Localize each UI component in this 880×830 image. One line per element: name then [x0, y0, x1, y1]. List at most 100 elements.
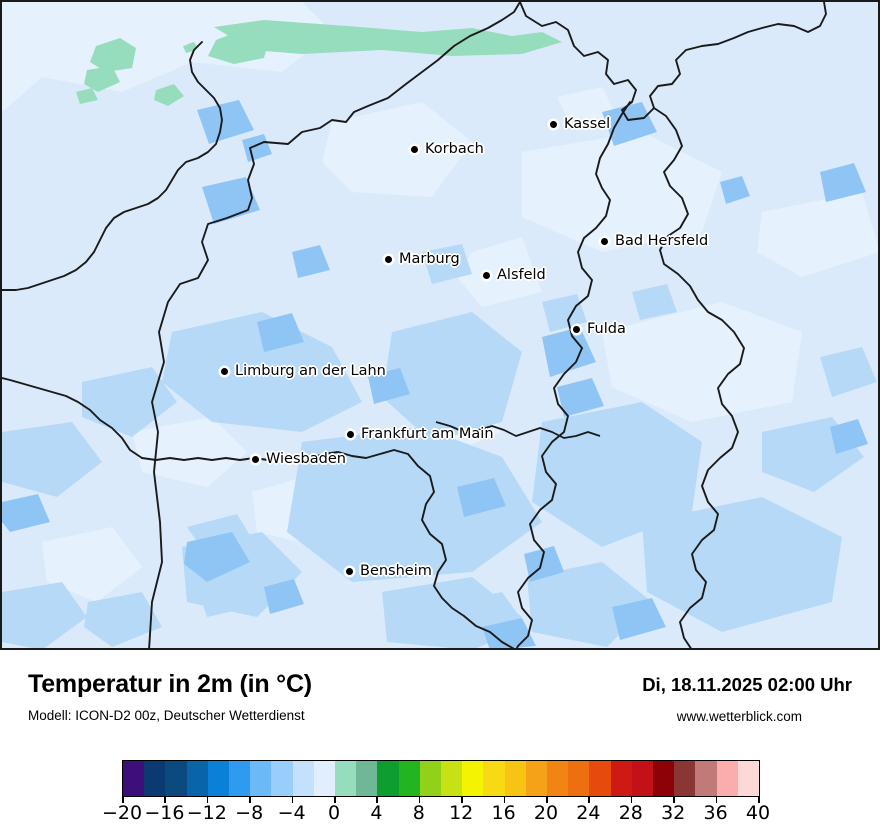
city-marker-marburg[interactable]: Marburg — [385, 251, 460, 267]
colorbar-tick — [715, 796, 718, 803]
colorbar-segment — [271, 761, 293, 796]
colorbar-segment — [229, 761, 251, 796]
colorbar-segment — [737, 761, 760, 796]
city-label: Fulda — [587, 321, 626, 337]
colorbar-segment — [207, 761, 230, 796]
administrative-borders — [2, 2, 827, 648]
colorbar-segment — [610, 761, 632, 796]
colorbar-tick-label: 16 — [491, 802, 516, 824]
colorbar-tick — [630, 796, 633, 803]
colorbar-tick-labels: −20 −16 −12 −8 −4 0 4 8 12 16 20 24 28 32 36 40 — [0, 802, 880, 830]
colorbar-segment — [653, 761, 675, 796]
colorbar-tick-label: −16 — [144, 802, 185, 824]
colorbar-tick-label: 36 — [703, 802, 728, 824]
city-label: Limburg an der Lahn — [235, 363, 386, 379]
colorbar-segment — [335, 761, 357, 796]
colorbar-segment — [568, 761, 590, 796]
colorbar-tick — [291, 796, 294, 803]
colorbar-tick-label: 4 — [370, 802, 383, 824]
city-marker-wiesbaden[interactable]: Wiesbaden — [252, 451, 346, 467]
footer: Temperatur in 2m (in °C) Modell: ICON-D2… — [0, 650, 880, 750]
colorbar-segment — [377, 761, 399, 796]
city-dot-icon — [483, 271, 490, 279]
colorbar-segment — [123, 761, 145, 796]
city-marker-bad-hersfeld[interactable]: Bad Hersfeld — [601, 233, 708, 249]
map-canvas[interactable]: Kassel Korbach Bad Hersfeld Marburg Alsfeld F… — [0, 0, 880, 650]
colorbar-tick-label: 40 — [745, 802, 771, 824]
city-dot-icon — [347, 430, 354, 438]
colorbar-tick-label: 32 — [661, 802, 686, 824]
colorbar-tick-label: 24 — [576, 802, 601, 824]
city-marker-limburg-an-der-lahn[interactable]: Limburg an der Lahn — [221, 363, 386, 379]
colorbar-segment — [419, 761, 442, 796]
river-and-border-detail — [435, 421, 601, 439]
colorbar-tick — [503, 796, 506, 803]
colorbar-segment — [716, 761, 738, 796]
colorbar-tick-label: −20 — [101, 802, 143, 824]
city-label: Marburg — [399, 251, 460, 267]
colorbar-segment — [441, 761, 463, 796]
colorbar-tick — [418, 796, 421, 803]
page-title: Temperatur in 2m (in °C) — [28, 670, 312, 698]
colorbar-tick-label: 12 — [449, 802, 474, 824]
colorbar-segment — [186, 761, 208, 796]
colorbar-tick-label: −4 — [277, 802, 306, 824]
colorbar-tick — [376, 796, 378, 803]
colorbar-segment — [504, 761, 526, 796]
colorbar-gradient — [122, 760, 760, 797]
colorbar-tick — [546, 796, 548, 803]
city-marker-alsfeld[interactable]: Alsfeld — [483, 267, 546, 283]
colorbar-tick-label: −8 — [235, 802, 264, 824]
colorbar-tick — [588, 796, 590, 803]
colorbar-segment — [589, 761, 611, 796]
city-label: Bensheim — [360, 563, 432, 579]
city-marker-korbach[interactable]: Korbach — [411, 141, 484, 157]
colorbar-tick — [206, 796, 209, 803]
colorbar-tick — [164, 796, 166, 803]
colorbar-tick-label: 20 — [533, 802, 559, 824]
city-label: Bad Hersfeld — [615, 233, 709, 249]
colorbar-segment — [695, 761, 717, 796]
valid-datetime: Di, 18.11.2025 02:00 Uhr — [642, 674, 852, 695]
colorbar-segment — [483, 761, 505, 796]
city-label: Frankfurt am Main — [361, 426, 494, 442]
temp-patch-group-green — [76, 20, 562, 106]
city-dot-icon — [601, 237, 608, 245]
colorbar-segment — [398, 761, 420, 796]
colorbar-tick-label: 28 — [618, 802, 643, 824]
colorbar-segment — [292, 761, 314, 796]
city-label: Kassel — [564, 116, 611, 132]
colorbar-tick — [122, 796, 124, 803]
city-marker-bensheim[interactable]: Bensheim — [346, 563, 432, 579]
colorbar-segment — [313, 761, 336, 796]
colorbar-section: −20 −16 −12 −8 −4 0 4 8 12 16 20 24 28 32 36 40 — [0, 752, 880, 830]
city-marker-kassel[interactable]: Kassel — [550, 116, 610, 132]
city-label: Wiesbaden — [266, 451, 346, 467]
colorbar-segment — [250, 761, 272, 796]
colorbar-segment — [525, 761, 548, 796]
colorbar-tick — [758, 796, 760, 803]
colorbar-tick-label: 8 — [412, 802, 425, 824]
city-dot-icon — [252, 455, 259, 463]
city-marker-fulda[interactable]: Fulda — [573, 321, 626, 337]
colorbar-segment — [165, 761, 187, 796]
model-info: Modell: ICON-D2 00z, Deutscher Wetterdie… — [28, 708, 305, 723]
colorbar-tick — [334, 796, 336, 803]
colorbar-tick — [673, 796, 675, 803]
temperature-field-map — [2, 2, 878, 648]
city-dot-icon — [221, 367, 228, 375]
colorbar-segment — [631, 761, 654, 796]
colorbar-segment — [674, 761, 696, 796]
colorbar-tick-label: 0 — [327, 802, 341, 824]
website-credit: www.wetterblick.com — [676, 709, 802, 724]
city-dot-icon — [411, 145, 418, 153]
colorbar-ticks — [122, 796, 760, 804]
city-marker-frankfurt-am-main[interactable]: Frankfurt am Main — [347, 426, 494, 442]
colorbar-segment — [462, 761, 484, 796]
colorbar-tick — [461, 796, 463, 803]
city-dot-icon — [385, 255, 392, 263]
colorbar-tick-label: −12 — [186, 802, 227, 824]
city-dot-icon — [346, 567, 353, 575]
city-dot-icon — [573, 325, 580, 333]
